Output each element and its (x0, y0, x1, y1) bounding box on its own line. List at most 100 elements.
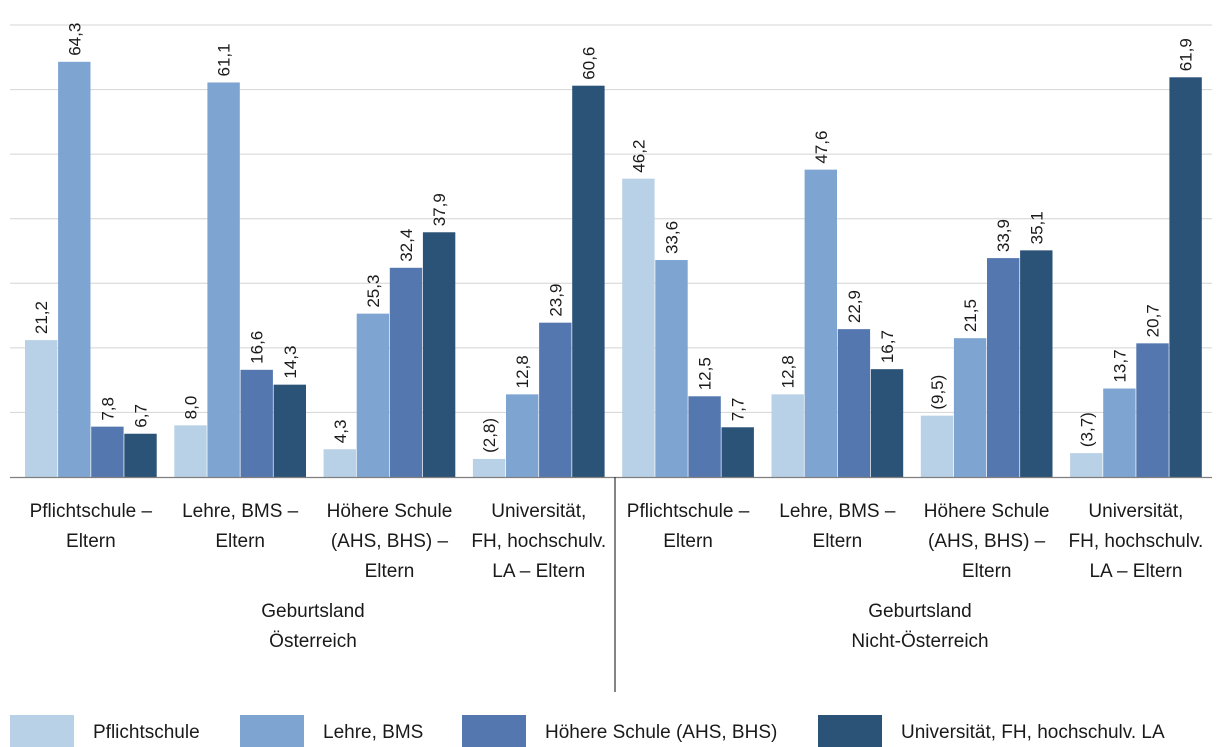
legend-swatch (240, 715, 304, 747)
data-label: 21,2 (32, 301, 51, 334)
category-label: Lehre, BMS – (182, 501, 299, 522)
data-label: 33,9 (994, 219, 1013, 252)
data-label: 47,6 (812, 131, 831, 164)
category-label: Lehre, BMS – (779, 501, 896, 522)
data-label: 21,5 (961, 299, 980, 332)
data-label: 22,9 (845, 290, 864, 323)
category-label: LA – Eltern (1089, 561, 1182, 582)
legend-label: Pflichtschule (93, 722, 200, 743)
bar (721, 427, 754, 477)
bar (1070, 453, 1103, 477)
data-label: 16,7 (878, 330, 897, 363)
legend-label: Höhere Schule (AHS, BHS) (545, 722, 777, 743)
bar (804, 169, 837, 477)
bar (174, 425, 207, 477)
data-label: 12,8 (779, 355, 798, 388)
category-label: Höhere Schule (924, 501, 1050, 522)
data-label: 32,4 (397, 229, 416, 262)
bar (539, 322, 572, 477)
data-label: 7,7 (729, 398, 748, 422)
bar (953, 338, 987, 477)
bars (25, 61, 1202, 478)
data-label: 46,2 (629, 140, 648, 173)
legend-swatch (462, 715, 526, 747)
bar (240, 369, 273, 477)
bar (622, 178, 655, 477)
category-labels: Pflichtschule – Eltern Lehre, BMS – Eltern H… (30, 501, 1204, 582)
legend: Pflichtschule Lehre, BMS Höhere Schule (AH… (10, 715, 1165, 747)
data-label: (9,5) (928, 375, 947, 410)
data-label: 33,6 (663, 221, 682, 254)
bar (506, 394, 539, 477)
data-label: 37,9 (430, 193, 449, 226)
bar (356, 313, 390, 477)
bar (920, 415, 954, 477)
category-label: Höhere Schule (327, 501, 453, 522)
bar (207, 82, 240, 478)
group-label: Geburtsland (868, 601, 972, 622)
bar (389, 267, 423, 477)
bar (1103, 388, 1136, 477)
category-label: Eltern (365, 561, 415, 582)
data-label: 25,3 (364, 275, 383, 308)
data-label: 6,7 (132, 404, 151, 428)
bar (58, 61, 91, 477)
legend-label: Lehre, BMS (323, 722, 423, 743)
data-label: 61,9 (1177, 38, 1196, 71)
bar (273, 384, 306, 477)
bar (1136, 343, 1169, 477)
bar (771, 394, 804, 477)
category-label: Universität, (491, 501, 586, 522)
category-label: (AHS, BHS) – (928, 531, 1046, 552)
data-label: 13,7 (1110, 349, 1129, 382)
category-label: Eltern (962, 561, 1012, 582)
category-label: Eltern (663, 531, 713, 552)
data-label: 4,3 (331, 420, 350, 444)
category-label: Eltern (215, 531, 265, 552)
bar (837, 329, 871, 477)
legend-swatch (818, 715, 882, 747)
data-label: (3,7) (1077, 412, 1096, 447)
data-label: (2,8) (480, 418, 499, 453)
data-label: 60,6 (579, 47, 598, 80)
bar (1020, 250, 1053, 477)
bar (422, 232, 456, 477)
data-label: 12,5 (696, 357, 715, 390)
bar (91, 426, 124, 477)
bar (472, 458, 506, 477)
bar (323, 449, 356, 477)
data-label: 23,9 (546, 284, 565, 317)
group-label: Österreich (269, 631, 357, 652)
legend-swatch (10, 715, 74, 747)
x-axis (10, 476, 1212, 692)
category-label: Eltern (66, 531, 116, 552)
category-label: Eltern (813, 531, 863, 552)
category-label: Universität, (1088, 501, 1183, 522)
bar (1169, 77, 1202, 477)
category-label: Pflichtschule – (30, 501, 153, 522)
category-label: Pflichtschule – (627, 501, 750, 522)
bar (25, 340, 58, 477)
bar (870, 369, 904, 477)
data-label: 7,8 (98, 397, 117, 421)
category-label: (AHS, BHS) – (331, 531, 449, 552)
data-labels: 21,2 8,0 4,3 (2,8) 46,2 12,8 (9,5) (3,7) 64,3 61,… (32, 23, 1195, 453)
bar (688, 396, 721, 477)
data-label: 64,3 (65, 23, 84, 56)
bar (987, 258, 1020, 477)
legend-label: Universität, FH, hochschulv. LA (901, 722, 1165, 743)
bar (655, 260, 688, 477)
data-label: 12,8 (513, 355, 532, 388)
data-label: 16,6 (248, 331, 267, 364)
group-label: Geburtsland (261, 601, 365, 622)
bar (572, 85, 605, 477)
data-label: 61,1 (215, 43, 234, 76)
category-label: FH, hochschulv. (1069, 531, 1204, 552)
category-label: FH, hochschulv. (471, 531, 606, 552)
data-label: 35,1 (1027, 211, 1046, 244)
group-label: Nicht-Österreich (851, 631, 988, 652)
category-label: LA – Eltern (492, 561, 585, 582)
bar (124, 433, 157, 477)
data-label: 8,0 (182, 396, 201, 420)
